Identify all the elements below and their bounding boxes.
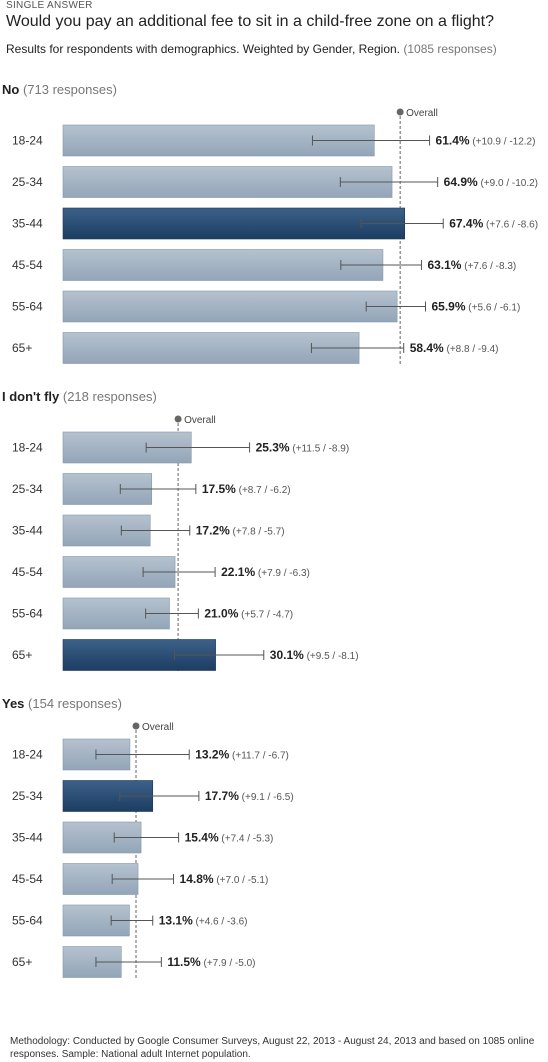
bar: [62, 207, 406, 240]
category-label: 35-44: [12, 217, 43, 231]
subtitle-text: Results for respondents with demographic…: [6, 42, 400, 56]
category-label: 25-34: [12, 482, 43, 496]
group-name: No: [2, 82, 19, 97]
value-margin: (+9.0 / -10.2): [478, 178, 538, 189]
value-percent: 67.4%: [449, 217, 483, 231]
value-margin: (+7.8 / -5.7): [230, 527, 285, 538]
value-margin: (+5.6 / -6.1): [466, 303, 521, 314]
value-percent: 21.0%: [204, 607, 238, 621]
value-percent: 64.9%: [444, 175, 478, 189]
bar: [62, 166, 393, 198]
group-responses: (713 responses): [19, 82, 117, 97]
value-margin: (+7.6 / -8.3): [461, 261, 516, 272]
value-label: 63.1% (+7.6 / -8.3): [427, 258, 516, 272]
value-margin: (+9.5 / -8.1): [304, 651, 359, 662]
category-label: 45-54: [12, 872, 43, 886]
value-label: 21.0% (+5.7 / -4.7): [204, 607, 293, 621]
category-label: 45-54: [12, 258, 43, 272]
question-subtitle: Results for respondents with demographic…: [6, 42, 497, 56]
value-label: 67.4% (+7.6 / -8.6): [449, 217, 538, 231]
value-margin: (+11.7 / -6.7): [229, 751, 289, 762]
overall-label: Overall: [406, 108, 438, 119]
value-percent: 58.4%: [410, 341, 444, 355]
value-margin: (+4.6 / -3.6): [193, 917, 248, 928]
category-label: 35-44: [12, 831, 43, 845]
value-percent: 17.2%: [196, 524, 230, 538]
bar: [62, 332, 360, 364]
question-type-label: SINGLE ANSWER: [6, 0, 93, 11]
value-margin: (+8.7 / -6.2): [236, 485, 291, 496]
category-label: 55-64: [12, 607, 43, 621]
overall-marker-dot: [396, 108, 404, 116]
overall-marker-dot: [132, 722, 140, 730]
value-label: 13.1% (+4.6 / -3.6): [159, 914, 248, 928]
value-percent: 65.9%: [432, 300, 466, 314]
overall-label: Overall: [184, 415, 216, 426]
group-responses: (154 responses): [24, 696, 122, 711]
category-label: 18-24: [12, 441, 43, 455]
bar: [62, 249, 384, 281]
value-percent: 25.3%: [256, 441, 290, 455]
category-label: 18-24: [12, 134, 43, 148]
value-margin: (+7.0 / -5.1): [214, 875, 269, 886]
value-label: 22.1% (+7.9 / -6.3): [221, 565, 310, 579]
category-label: 35-44: [12, 524, 43, 538]
value-margin: (+8.8 / -9.4): [444, 344, 499, 355]
value-label: 14.8% (+7.0 / -5.1): [180, 872, 269, 886]
group-responses: (218 responses): [59, 389, 157, 404]
value-label: 65.9% (+5.6 / -6.1): [432, 300, 521, 314]
category-label: 25-34: [12, 175, 43, 189]
value-percent: 30.1%: [270, 648, 304, 662]
value-margin: (+11.5 / -8.9): [290, 444, 350, 455]
value-percent: 13.1%: [159, 914, 193, 928]
category-label: 45-54: [12, 565, 43, 579]
value-label: 64.9% (+9.0 / -10.2): [444, 175, 538, 189]
value-percent: 63.1%: [427, 258, 461, 272]
value-label: 58.4% (+8.8 / -9.4): [410, 341, 499, 355]
results-chart: No (713 responses) Overall 18-24 61.4% (+10…: [2, 82, 538, 980]
group-header: Yes (154 responses): [2, 696, 122, 711]
value-percent: 14.8%: [180, 872, 214, 886]
value-percent: 11.5%: [167, 955, 201, 969]
value-label: 13.2% (+11.7 / -6.7): [195, 748, 289, 762]
group-name: Yes: [2, 696, 24, 711]
value-percent: 17.5%: [202, 482, 236, 496]
value-label: 30.1% (+9.5 / -8.1): [270, 648, 359, 662]
bar: [62, 290, 398, 323]
value-margin: (+7.9 / -6.3): [255, 568, 310, 579]
value-margin: (+5.7 / -4.7): [238, 610, 293, 621]
value-label: 11.5% (+7.9 / -5.0): [167, 955, 255, 969]
value-margin: (+10.9 / -12.2): [470, 137, 536, 148]
question-title: Would you pay an additional fee to sit i…: [6, 13, 495, 30]
value-label: 25.3% (+11.5 / -8.9): [256, 441, 350, 455]
value-percent: 13.2%: [195, 748, 229, 762]
category-label: 65+: [12, 955, 32, 969]
group-name: I don't fly: [2, 389, 60, 404]
category-label: 25-34: [12, 789, 43, 803]
value-percent: 15.4%: [185, 831, 219, 845]
group-header: No (713 responses): [2, 82, 117, 97]
value-label: 17.2% (+7.8 / -5.7): [196, 524, 285, 538]
total-responses: (1085 responses): [403, 42, 497, 56]
value-margin: (+7.6 / -8.6): [483, 220, 538, 231]
category-label: 18-24: [12, 748, 43, 762]
methodology-note: Methodology: Conducted by Google Consume…: [10, 1036, 535, 1060]
category-label: 55-64: [12, 914, 43, 928]
value-margin: (+7.9 / -5.0): [201, 958, 256, 969]
value-label: 17.5% (+8.7 / -6.2): [202, 482, 291, 496]
category-label: 55-64: [12, 300, 43, 314]
value-percent: 17.7%: [205, 789, 239, 803]
value-percent: 61.4%: [436, 134, 470, 148]
overall-marker-dot: [174, 415, 182, 423]
group-header: I don't fly (218 responses): [2, 389, 157, 404]
value-label: 61.4% (+10.9 / -12.2): [436, 134, 536, 148]
category-label: 65+: [12, 648, 32, 662]
value-margin: (+9.1 / -6.5): [239, 792, 294, 803]
value-margin: (+7.4 / -5.3): [219, 834, 274, 845]
category-label: 65+: [12, 341, 32, 355]
value-label: 15.4% (+7.4 / -5.3): [185, 831, 274, 845]
value-label: 17.7% (+9.1 / -6.5): [205, 789, 294, 803]
value-percent: 22.1%: [221, 565, 255, 579]
overall-label: Overall: [142, 722, 174, 733]
